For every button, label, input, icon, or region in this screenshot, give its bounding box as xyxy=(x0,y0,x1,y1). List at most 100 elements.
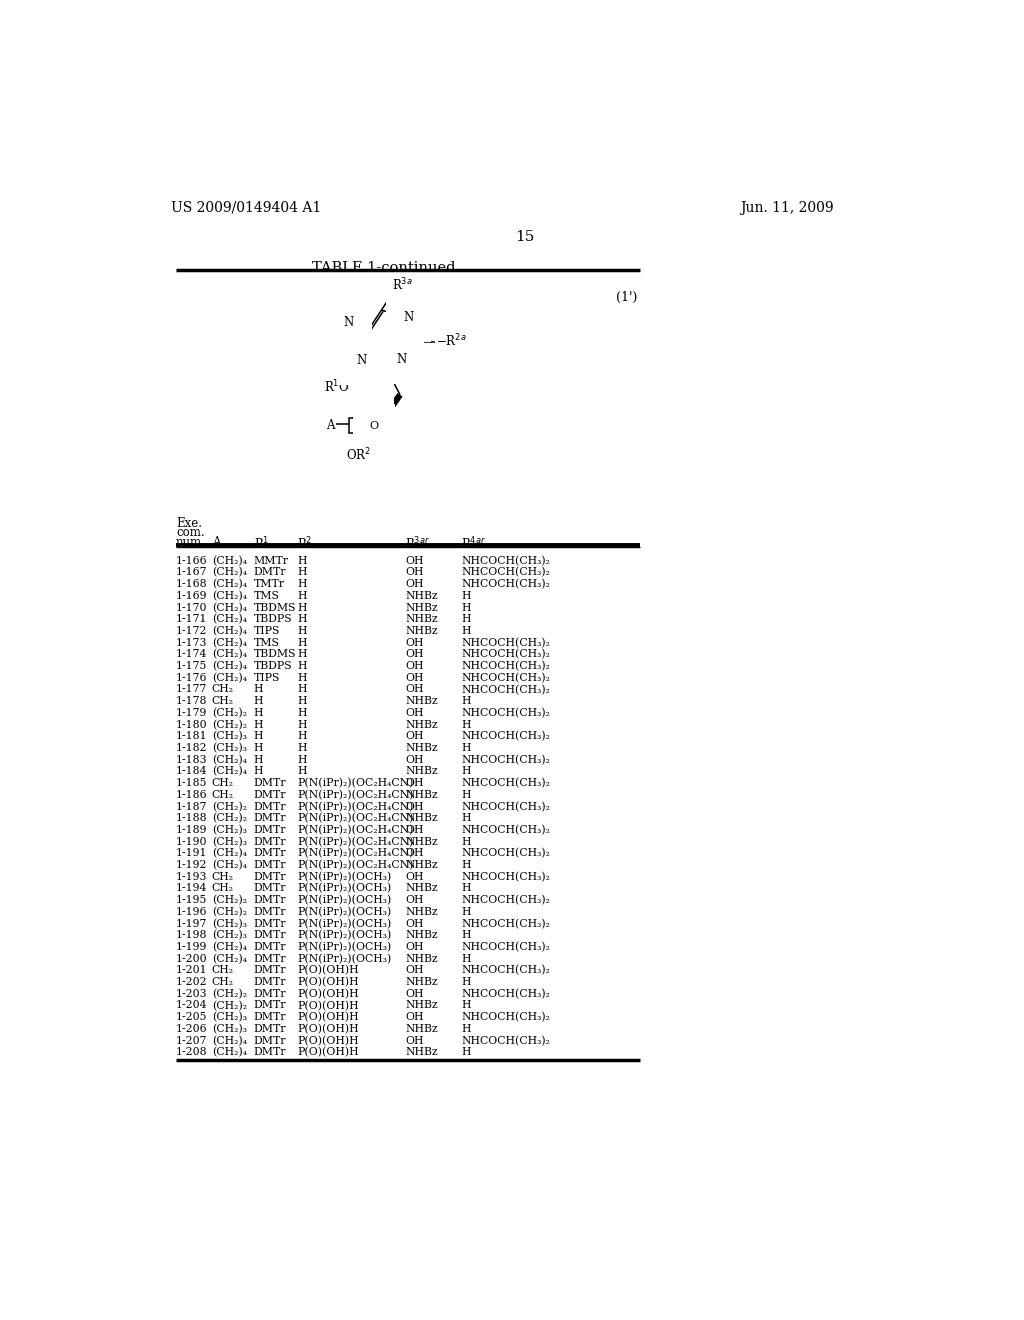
Text: P(N(iPr)₂)(OCH₃): P(N(iPr)₂)(OCH₃) xyxy=(297,953,391,964)
Text: (CH₂)₂: (CH₂)₂ xyxy=(212,813,247,824)
Text: H: H xyxy=(297,568,306,577)
Text: OH: OH xyxy=(406,661,424,671)
Text: H: H xyxy=(254,685,263,694)
Text: H: H xyxy=(254,696,263,706)
Text: OH: OH xyxy=(406,731,424,742)
Text: NHCOCH(CH₃)₂: NHCOCH(CH₃)₂ xyxy=(461,942,550,952)
Text: H: H xyxy=(461,907,471,917)
Text: (CH₂)₄: (CH₂)₄ xyxy=(212,755,247,766)
Text: TBDPS: TBDPS xyxy=(254,614,292,624)
Text: (CH₂)₄: (CH₂)₄ xyxy=(212,579,247,590)
Text: H: H xyxy=(461,614,471,624)
Text: 1-167: 1-167 xyxy=(176,568,208,577)
Text: 1-197: 1-197 xyxy=(176,919,208,928)
Text: NHBz: NHBz xyxy=(406,719,438,730)
Text: P(O)(OH)H: P(O)(OH)H xyxy=(297,977,358,987)
Text: DMTr: DMTr xyxy=(254,989,286,999)
Text: (CH₂)₂: (CH₂)₂ xyxy=(212,708,247,718)
Text: P(O)(OH)H: P(O)(OH)H xyxy=(297,1024,358,1034)
Text: P(N(iPr)₂)(OC₂H₄CN): P(N(iPr)₂)(OC₂H₄CN) xyxy=(297,777,414,788)
Bar xyxy=(349,418,388,433)
Text: NHBz: NHBz xyxy=(406,626,438,636)
Text: TMS: TMS xyxy=(254,591,280,601)
Text: H: H xyxy=(297,602,306,612)
Text: (CH₂)₄: (CH₂)₄ xyxy=(212,1047,247,1057)
Text: H: H xyxy=(461,953,471,964)
Text: (CH₂)₄: (CH₂)₄ xyxy=(212,568,247,578)
Text: H: H xyxy=(297,556,306,566)
Text: P(O)(OH)H: P(O)(OH)H xyxy=(297,989,358,999)
Text: 1-176: 1-176 xyxy=(176,673,208,682)
Text: NHBz: NHBz xyxy=(406,977,438,987)
Text: 1-201: 1-201 xyxy=(176,965,208,975)
Text: (CH₂)₂: (CH₂)₂ xyxy=(212,719,247,730)
Text: DMTr: DMTr xyxy=(254,813,286,824)
Text: (CH₂)₄: (CH₂)₄ xyxy=(212,556,247,566)
Text: com.: com. xyxy=(176,527,205,540)
Text: H: H xyxy=(461,1047,471,1057)
Text: 1-204: 1-204 xyxy=(176,1001,208,1011)
Text: 15: 15 xyxy=(515,230,535,244)
Text: (CH₂)₃: (CH₂)₃ xyxy=(212,837,247,847)
Text: N: N xyxy=(356,354,367,367)
Text: H: H xyxy=(461,813,471,824)
Text: NHCOCH(CH₃)₂: NHCOCH(CH₃)₂ xyxy=(461,568,550,578)
Text: H: H xyxy=(461,977,471,987)
Text: P(N(iPr)₂)(OC₂H₄CN): P(N(iPr)₂)(OC₂H₄CN) xyxy=(297,849,414,858)
Text: (CH₂)₃: (CH₂)₃ xyxy=(212,731,247,742)
Text: DMTr: DMTr xyxy=(254,789,286,800)
Text: 1-172: 1-172 xyxy=(176,626,208,636)
Text: OH: OH xyxy=(406,989,424,999)
Text: H: H xyxy=(461,1001,471,1011)
Text: (CH₂)₂: (CH₂)₂ xyxy=(212,1001,247,1011)
Text: CH₂: CH₂ xyxy=(212,789,233,800)
Text: DMTr: DMTr xyxy=(254,1012,286,1022)
Text: H: H xyxy=(461,1024,471,1034)
Text: NHBz: NHBz xyxy=(406,591,438,601)
Text: DMTr: DMTr xyxy=(254,953,286,964)
Text: 1-174: 1-174 xyxy=(176,649,208,660)
Text: 1-170: 1-170 xyxy=(176,602,208,612)
Text: NHBz: NHBz xyxy=(406,767,438,776)
Text: (CH₂)₂: (CH₂)₂ xyxy=(212,907,247,917)
Text: 1-173: 1-173 xyxy=(176,638,208,648)
Text: 1-178: 1-178 xyxy=(176,696,208,706)
Text: R$^{2}$: R$^{2}$ xyxy=(297,536,312,552)
Text: 1-180: 1-180 xyxy=(176,719,208,730)
Text: H: H xyxy=(461,626,471,636)
Text: P(N(iPr)₂)(OCH₃): P(N(iPr)₂)(OCH₃) xyxy=(297,942,391,952)
Text: N: N xyxy=(396,352,407,366)
Text: (CH₂)₃: (CH₂)₃ xyxy=(212,931,247,941)
Text: (CH₂)₄: (CH₂)₄ xyxy=(212,649,247,660)
Text: H: H xyxy=(461,602,471,612)
Text: H: H xyxy=(254,755,263,764)
Text: NHCOCH(CH₃)₂: NHCOCH(CH₃)₂ xyxy=(461,661,550,672)
Text: H: H xyxy=(297,708,306,718)
Text: 1-206: 1-206 xyxy=(176,1024,208,1034)
Text: NHCOCH(CH₃)₂: NHCOCH(CH₃)₂ xyxy=(461,731,550,742)
Text: NHCOCH(CH₃)₂: NHCOCH(CH₃)₂ xyxy=(461,638,550,648)
Text: NHBz: NHBz xyxy=(406,861,438,870)
Text: P(N(iPr)₂)(OCH₃): P(N(iPr)₂)(OCH₃) xyxy=(297,895,391,906)
Text: P(O)(OH)H: P(O)(OH)H xyxy=(297,965,358,975)
Text: US 2009/0149404 A1: US 2009/0149404 A1 xyxy=(171,201,321,215)
Text: (CH₂)₄: (CH₂)₄ xyxy=(212,861,247,870)
Text: CH₂: CH₂ xyxy=(212,777,233,788)
Text: 1-203: 1-203 xyxy=(176,989,208,999)
Text: H: H xyxy=(297,638,306,648)
Text: P(N(iPr)₂)(OC₂H₄CN): P(N(iPr)₂)(OC₂H₄CN) xyxy=(297,801,414,812)
Text: 1-175: 1-175 xyxy=(176,661,208,671)
Text: H: H xyxy=(254,708,263,718)
Text: DMTr: DMTr xyxy=(254,895,286,906)
Text: P(N(iPr)₂)(OCH₃): P(N(iPr)₂)(OCH₃) xyxy=(297,871,391,882)
Text: OH: OH xyxy=(406,649,424,660)
Text: H: H xyxy=(461,931,471,940)
Text: 1-195: 1-195 xyxy=(176,895,208,906)
Text: OH: OH xyxy=(406,801,424,812)
Text: H: H xyxy=(254,767,263,776)
Text: 1-200: 1-200 xyxy=(176,953,208,964)
Text: Jun. 11, 2009: Jun. 11, 2009 xyxy=(740,201,834,215)
Text: P(O)(OH)H: P(O)(OH)H xyxy=(297,1012,358,1023)
Text: H: H xyxy=(297,696,306,706)
Text: (CH₂)₃: (CH₂)₃ xyxy=(212,1024,247,1034)
